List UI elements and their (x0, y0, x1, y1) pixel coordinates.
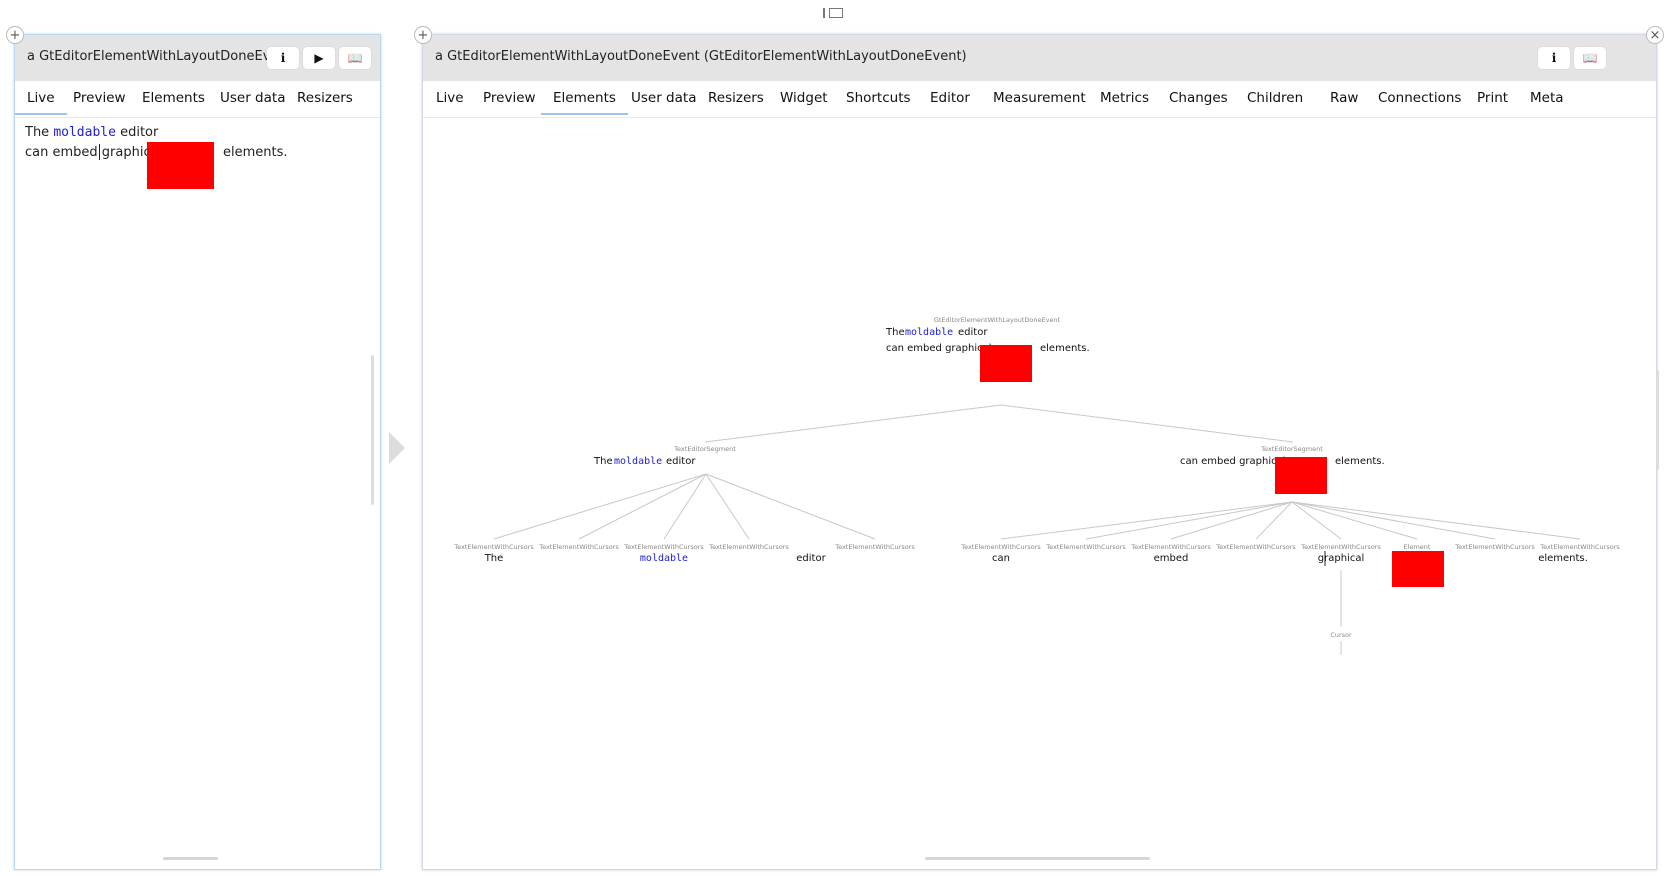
documentation-button[interactable]: 📖 (339, 47, 371, 69)
play-icon: ▶ (314, 51, 324, 65)
tab-widget[interactable]: Widget (780, 90, 828, 106)
close-pane-button[interactable]: × (1646, 26, 1664, 44)
add-pane-right-button[interactable]: + (414, 26, 432, 44)
editor-line-1: The moldable editor (25, 125, 158, 140)
word-moldable: moldable (53, 125, 116, 140)
left-pane: a GtEditorElementWithLayoutDoneEven i ▶ … (14, 34, 381, 870)
horizontal-scrollbar[interactable] (163, 857, 218, 860)
tab-connections[interactable]: Connections (1378, 90, 1462, 106)
left-pane-header: a GtEditorElementWithLayoutDoneEven i ▶ … (15, 35, 380, 81)
pane-arrow-icon (389, 432, 405, 464)
single-pane-icon (823, 8, 825, 18)
tab-resizers[interactable]: Resizers (708, 90, 764, 106)
tab-measurement[interactable]: Measurement (993, 90, 1086, 106)
right-pane-title: a GtEditorElementWithLayoutDoneEvent (Gt… (435, 49, 967, 64)
text-cursor (99, 144, 100, 160)
add-pane-left-button[interactable]: + (6, 26, 24, 44)
plus-icon: + (417, 27, 429, 43)
tab-print[interactable]: Print (1477, 90, 1509, 106)
tab-editor[interactable]: Editor (930, 90, 970, 106)
tab-elements[interactable]: Elements (541, 90, 628, 115)
right-pane-resizer[interactable] (1656, 370, 1659, 470)
inspect-button[interactable]: i (1538, 47, 1570, 69)
info-icon: i (280, 51, 286, 65)
play-button[interactable]: ▶ (303, 47, 335, 69)
plus-icon: + (9, 27, 21, 43)
tab-resizers[interactable]: Resizers (297, 90, 353, 106)
live-editor[interactable]: The moldable editor can embed graphical … (15, 118, 380, 218)
tab-user-data[interactable]: User data (631, 90, 697, 106)
tab-children[interactable]: Children (1247, 90, 1304, 106)
word-editor: editor (120, 125, 159, 140)
close-icon: × (1649, 27, 1661, 43)
tab-live[interactable]: Live (436, 90, 464, 106)
tab-preview[interactable]: Preview (73, 90, 126, 106)
tab-user-data[interactable]: User data (220, 90, 286, 106)
documentation-button[interactable]: 📖 (1574, 47, 1606, 69)
window-icon (829, 8, 843, 18)
horizontal-scrollbar[interactable] (925, 857, 1150, 860)
tab-preview[interactable]: Preview (483, 90, 536, 106)
right-pane-header: a GtEditorElementWithLayoutDoneEvent (Gt… (423, 35, 1656, 81)
tab-metrics[interactable]: Metrics (1100, 90, 1150, 106)
info-icon: i (1551, 51, 1557, 65)
layout-toggle[interactable] (823, 8, 843, 18)
editor-line-2-end: elements. (223, 145, 288, 160)
left-tab-bar: Live Preview Elements User data Resizers (15, 81, 380, 118)
left-pane-resizer[interactable] (371, 355, 374, 505)
right-tab-bar: Live Preview Elements User data Resizers… (423, 81, 1656, 118)
tab-changes[interactable]: Changes (1169, 90, 1228, 106)
tab-elements[interactable]: Elements (142, 90, 205, 106)
tab-live[interactable]: Live (15, 90, 66, 115)
tab-raw[interactable]: Raw (1330, 90, 1359, 106)
book-icon: 📖 (347, 51, 363, 65)
embedded-element (147, 142, 214, 189)
left-pane-title: a GtEditorElementWithLayoutDoneEven (27, 49, 267, 64)
tab-meta[interactable]: Meta (1530, 90, 1564, 106)
editor-line-2-start: can embed graphical (25, 145, 163, 160)
right-pane: a GtEditorElementWithLayoutDoneEvent (Gt… (422, 34, 1657, 870)
tab-shortcuts[interactable]: Shortcuts (846, 90, 911, 106)
word-the: The (25, 125, 50, 140)
book-icon: 📖 (1582, 51, 1598, 65)
inspect-button[interactable]: i (267, 47, 299, 69)
